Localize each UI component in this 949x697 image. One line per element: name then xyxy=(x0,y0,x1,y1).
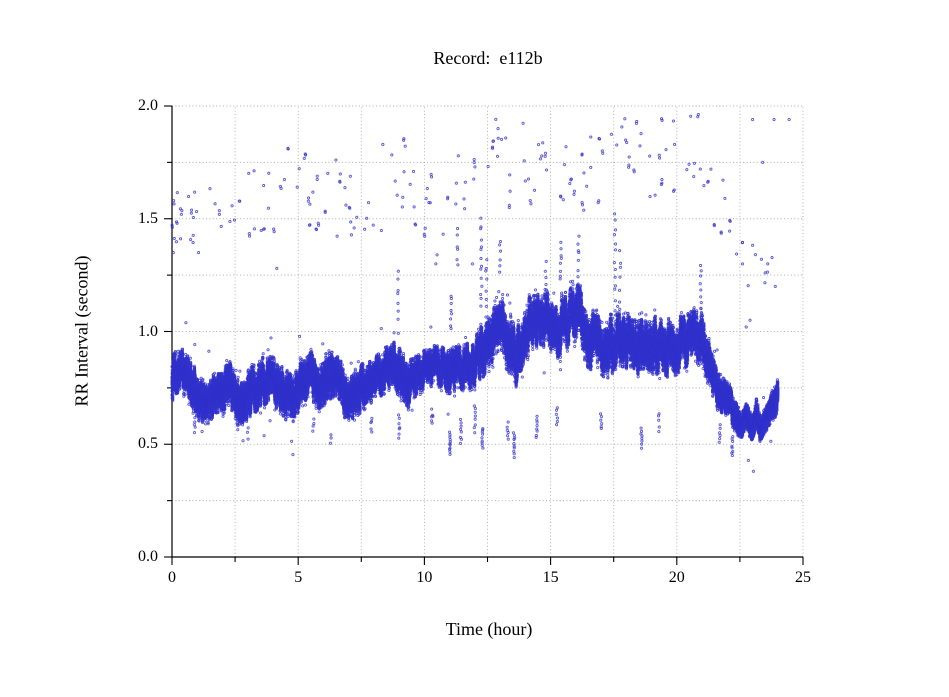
y-tick-label: 1.5 xyxy=(138,209,158,227)
x-tick-label: 5 xyxy=(294,569,303,586)
x-tick-label: 25 xyxy=(795,569,811,586)
x-axis-label: Time (hour) xyxy=(445,619,533,639)
x-tick-label: 15 xyxy=(542,569,559,586)
y-tick-label: 1.0 xyxy=(138,322,158,340)
x-tick-label: 0 xyxy=(168,569,176,586)
y-tick-label: 2.0 xyxy=(138,97,158,114)
x-tick-label: 10 xyxy=(416,569,433,586)
x-tick-label: 20 xyxy=(668,569,685,586)
y-tick-label: 0.0 xyxy=(138,548,158,565)
y-tick-label: 0.5 xyxy=(138,435,158,453)
